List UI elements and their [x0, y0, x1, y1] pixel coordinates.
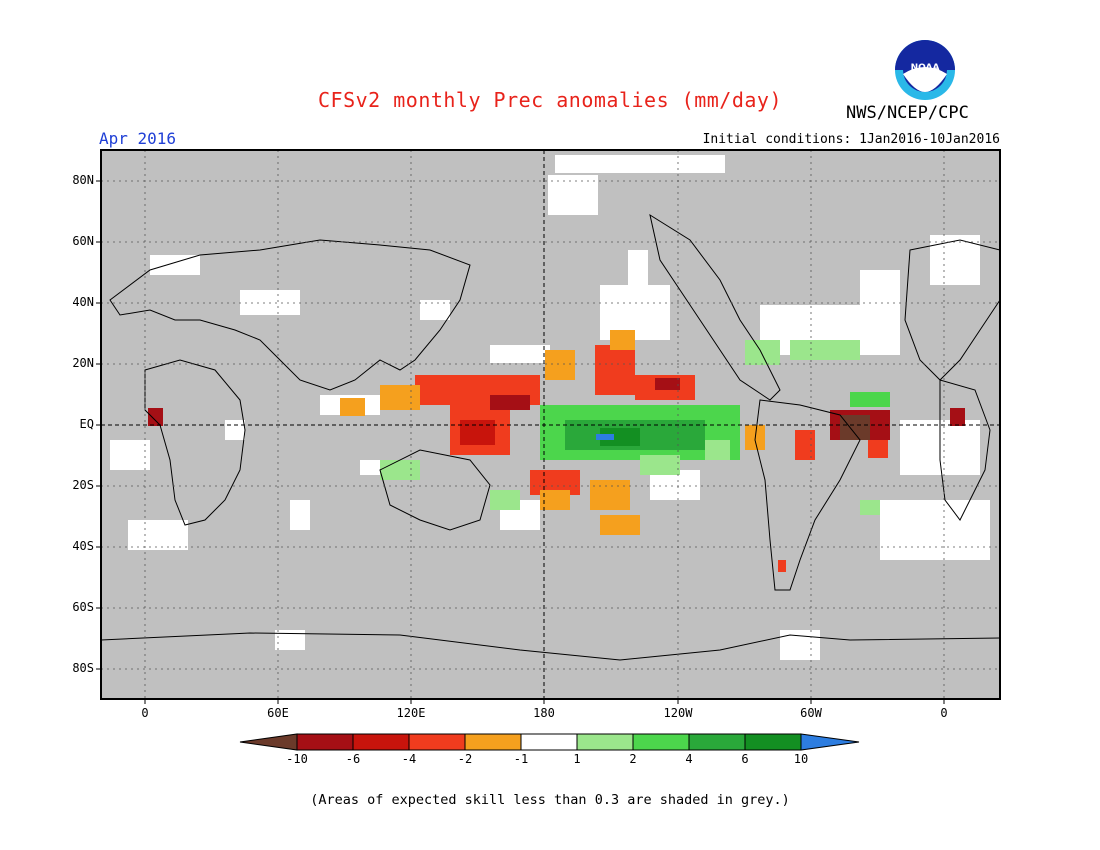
skill-footnote: (Areas of expected skill less than 0.3 a…: [310, 792, 790, 808]
x-tick-label: 60W: [800, 706, 822, 720]
coastlines: [101, 213, 1000, 661]
colorbar-arrow-low: [239, 733, 298, 751]
colorbar-swatch: [352, 733, 410, 751]
x-tick-label: 60E: [267, 706, 289, 720]
tick-marks: [96, 180, 945, 704]
y-tick-label: 20S: [72, 478, 94, 492]
y-tick-label: 40S: [72, 539, 94, 553]
colorbar-swatch: [296, 733, 354, 751]
dry-anomalies: [148, 330, 965, 572]
colorbar-label: 4: [685, 752, 693, 766]
y-tick-label: 60S: [72, 600, 94, 614]
colorbar-swatch: [576, 733, 634, 751]
initial-conditions: Initial conditions: 1Jan2016-10Jan2016: [702, 132, 1000, 147]
colorbar-label: 2: [629, 752, 637, 766]
colorbar-label: 10: [793, 752, 809, 766]
y-tick-label: 20N: [72, 356, 94, 370]
colorbar-swatch: [688, 733, 746, 751]
org-label: NWS/NCEP/CPC: [846, 103, 969, 123]
colorbar-label: -1: [513, 752, 529, 766]
y-tick-label: 80N: [72, 173, 94, 187]
colorbar-label: -10: [286, 752, 308, 766]
forecast-month: Apr 2016: [99, 129, 177, 148]
reference-lines: [101, 150, 1000, 699]
x-tick-label: 180: [533, 706, 555, 720]
x-tick-label: 120E: [396, 706, 426, 720]
y-tick-label: 80S: [72, 661, 94, 675]
colorbar-swatch: [632, 733, 690, 751]
colorbar-arrow-high: [800, 733, 860, 751]
colorbar-swatch: [744, 733, 802, 751]
colorbar-label: 6: [741, 752, 749, 766]
x-tick-label: 0: [940, 706, 948, 720]
colorbar-label: -2: [457, 752, 473, 766]
y-tick-label: EQ: [79, 417, 94, 431]
y-tick-label: 40N: [72, 295, 94, 309]
colorbar-swatch: [520, 733, 578, 751]
colorbar-swatch: [464, 733, 522, 751]
y-tick-label: 60N: [72, 234, 94, 248]
x-tick-label: 0: [141, 706, 149, 720]
colorbar-label: 1: [573, 752, 581, 766]
x-tick-label: 120W: [663, 706, 693, 720]
map-title: CFSv2 monthly Prec anomalies (mm/day): [317, 88, 783, 112]
graticule: [101, 150, 1000, 699]
colorbar-label: -4: [401, 752, 417, 766]
colorbar-label: -6: [345, 752, 361, 766]
colorbar-swatch: [408, 733, 466, 751]
